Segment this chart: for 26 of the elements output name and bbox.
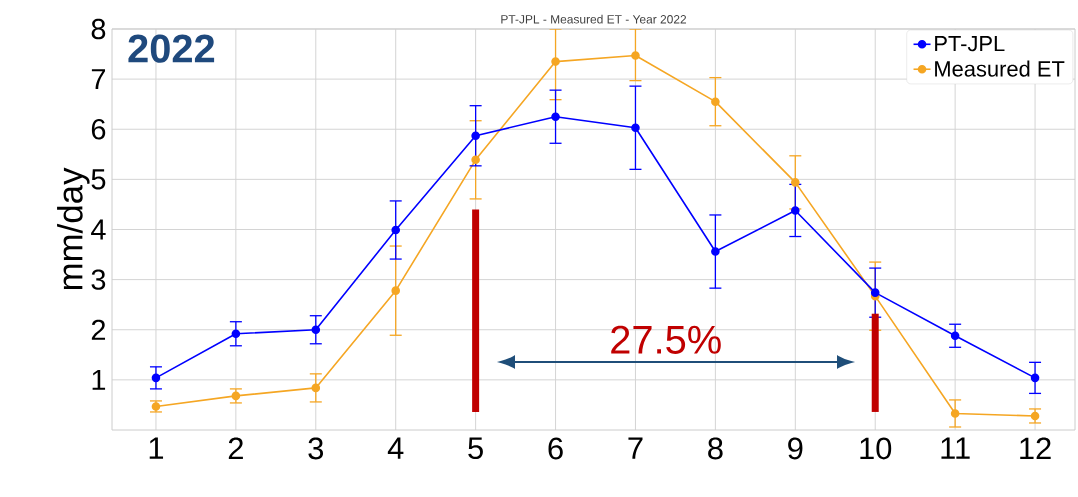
y-tick-label: 4 <box>91 219 106 240</box>
y-tick-label: 6 <box>91 119 106 140</box>
x-tick-label: 3 <box>308 437 324 460</box>
x-tick-label: 10 <box>860 437 892 460</box>
x-tick-label: 8 <box>708 437 723 460</box>
x-tick-label: 7 <box>628 437 643 459</box>
legend-label: PT-JPL <box>935 35 1005 52</box>
chart-title: PT-JPL - Measured ET - Year 2022 <box>501 14 687 24</box>
x-tick-label: 2 <box>228 437 243 460</box>
annotation: 2022 <box>128 34 215 63</box>
x-tick-label: 6 <box>548 437 563 460</box>
y-tick-label: 8 <box>91 18 106 40</box>
y-tick-label: 7 <box>91 69 106 90</box>
legend-label: Measured ET <box>935 60 1065 77</box>
x-tick-label: 11 <box>941 437 970 459</box>
y-tick-label: 1 <box>92 369 106 390</box>
x-tick-label: 4 <box>387 437 404 459</box>
y-tick-label: 2 <box>91 319 106 340</box>
y-tick-label: 3 <box>91 269 106 290</box>
y-tick-label: 5 <box>91 169 106 190</box>
x-tick-label: 1 <box>149 437 164 459</box>
x-tick-label: 9 <box>788 437 803 460</box>
x-tick-label: 5 <box>468 437 483 460</box>
y-axis-title: mm/day <box>57 167 90 290</box>
annotation: 27.5% <box>611 325 721 354</box>
x-tick-label: 12 <box>1020 437 1051 460</box>
